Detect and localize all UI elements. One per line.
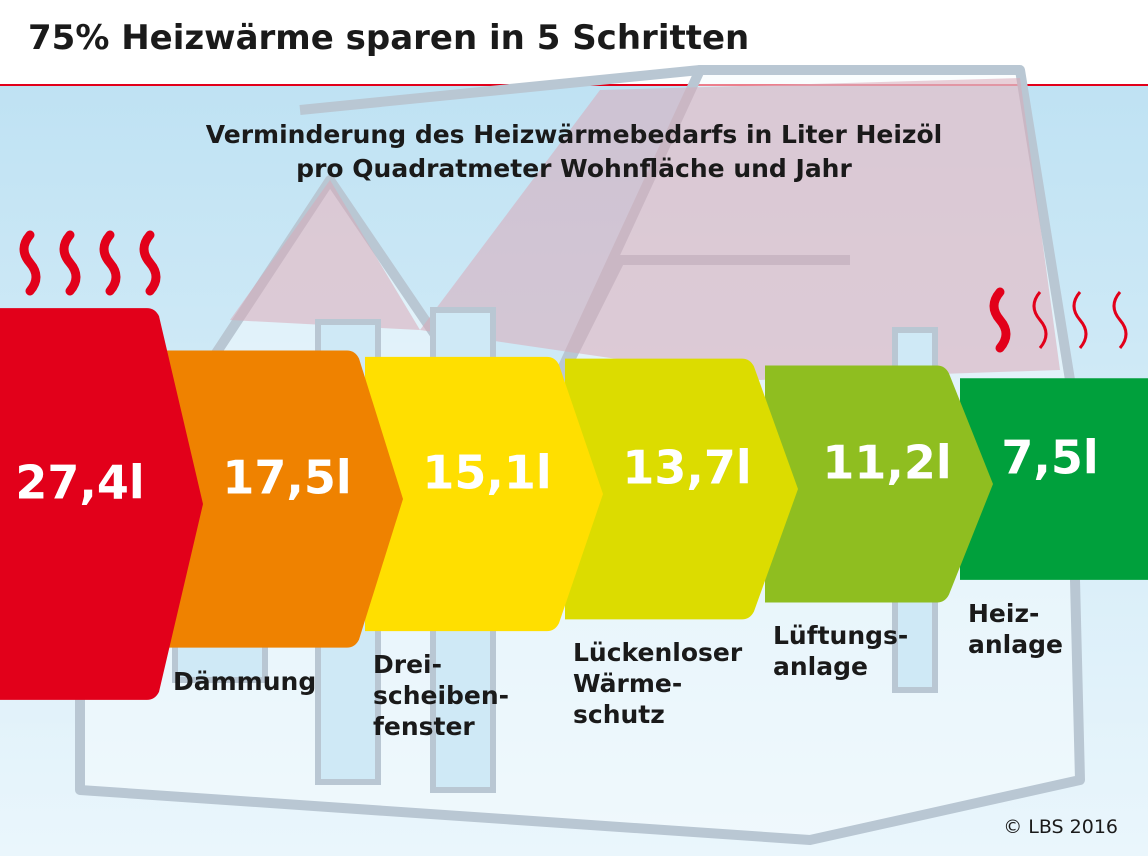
value-label: 27,4l — [15, 456, 144, 510]
title: 75% Heizwärme sparen in 5 Schritten — [28, 18, 750, 58]
value-label: 17,5l — [222, 451, 351, 505]
step-arrow — [960, 378, 1148, 580]
value-label: 15,1l — [422, 446, 551, 500]
step-arrow — [365, 356, 603, 632]
step-arrow — [0, 308, 203, 700]
value-label: 11,2l — [822, 436, 951, 490]
category-label: Heiz- anlage — [968, 598, 1063, 659]
category-label: Drei- scheiben- fenster — [373, 650, 510, 742]
value-label: 13,7l — [622, 441, 751, 495]
subtitle: Verminderung des Heizwärmebedarfs in Lit… — [205, 120, 943, 183]
heat-waves — [19, 230, 1011, 353]
value-label: 7,5l — [1001, 431, 1098, 485]
step-arrow — [765, 365, 993, 603]
source: © LBS 2016 — [1003, 816, 1118, 838]
category-label: Dämmung — [173, 666, 317, 696]
category-label: Lückenloser Wärme- schutz — [573, 638, 743, 730]
step-arrow — [565, 358, 798, 620]
category-label: Lüftungs- anlage — [773, 621, 909, 682]
step-arrow — [165, 350, 403, 648]
heat-waves-outline — [1032, 291, 1128, 349]
roof — [230, 78, 1060, 380]
